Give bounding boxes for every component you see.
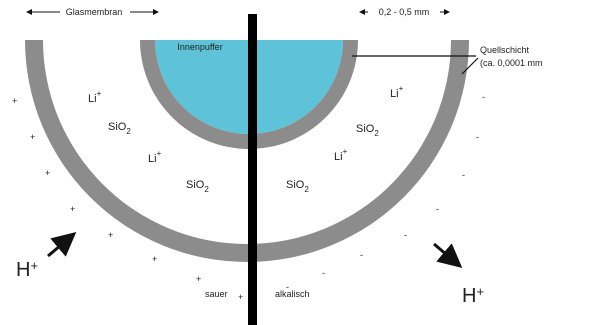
charge: + xyxy=(238,292,243,302)
chem-base: Li xyxy=(390,88,399,100)
chem-label: SiO2 xyxy=(286,179,309,194)
charge: + xyxy=(152,254,157,264)
charge: - xyxy=(286,282,289,292)
chem-sup: + xyxy=(399,84,404,93)
chem-sup: + xyxy=(343,147,348,156)
chem-base: H xyxy=(16,259,30,281)
charge: - xyxy=(462,170,465,180)
chem-base: H xyxy=(462,285,476,307)
charge: + xyxy=(30,132,35,142)
chem-label: Li+ xyxy=(88,89,102,105)
chem-sup: + xyxy=(97,89,102,98)
charge: - xyxy=(322,268,325,278)
charge: - xyxy=(436,204,439,214)
inner-buffer-label: Innenpuffer xyxy=(177,42,222,52)
chem-label: Li+ xyxy=(390,84,404,100)
charge: - xyxy=(404,230,407,240)
chem-label: H+ xyxy=(462,284,484,307)
chem-sub: 2 xyxy=(374,129,379,138)
chem-sup: + xyxy=(30,258,38,273)
proton-arrow xyxy=(48,234,74,256)
chem-base: Li xyxy=(148,153,157,165)
swelling-title: Quellschicht xyxy=(480,45,530,55)
charge: + xyxy=(12,96,17,106)
charge: + xyxy=(196,274,201,284)
chem-sub: 2 xyxy=(126,127,131,136)
charge: + xyxy=(108,230,113,240)
thickness-label: 0,2 - 0,5 mm xyxy=(379,7,430,17)
chem-sup: + xyxy=(157,149,162,158)
chem-label: SiO2 xyxy=(186,179,209,194)
chem-base: SiO xyxy=(356,123,375,135)
charge: - xyxy=(476,132,479,142)
proton-arrow xyxy=(434,244,460,266)
chem-label: Li+ xyxy=(334,147,348,163)
chem-base: Li xyxy=(334,151,343,163)
charge: + xyxy=(70,204,75,214)
divider xyxy=(248,14,257,325)
chem-base: SiO xyxy=(108,121,127,133)
chem-sup: + xyxy=(476,284,484,299)
charge: + xyxy=(45,168,50,178)
charge: - xyxy=(360,250,363,260)
chem-sub: 2 xyxy=(204,185,209,194)
side-label: sauer xyxy=(205,289,228,299)
swelling-note: (ca. 0,0001 mm xyxy=(480,58,543,68)
chem-label: H+ xyxy=(16,258,38,281)
membrane-label: Glasmembran xyxy=(66,7,123,17)
chem-sub: 2 xyxy=(304,185,309,194)
charge: - xyxy=(482,92,485,102)
chem-base: SiO xyxy=(186,179,205,191)
chem-label: SiO2 xyxy=(356,123,379,138)
chem-label: Li+ xyxy=(148,149,162,165)
chem-label: SiO2 xyxy=(108,121,131,136)
diagram: Glasmembran 0,2 - 0,5 mm Innenpuffer Que… xyxy=(0,0,603,325)
chem-base: Li xyxy=(88,93,97,105)
chem-base: SiO xyxy=(286,179,305,191)
side-label: alkalisch xyxy=(275,289,310,299)
